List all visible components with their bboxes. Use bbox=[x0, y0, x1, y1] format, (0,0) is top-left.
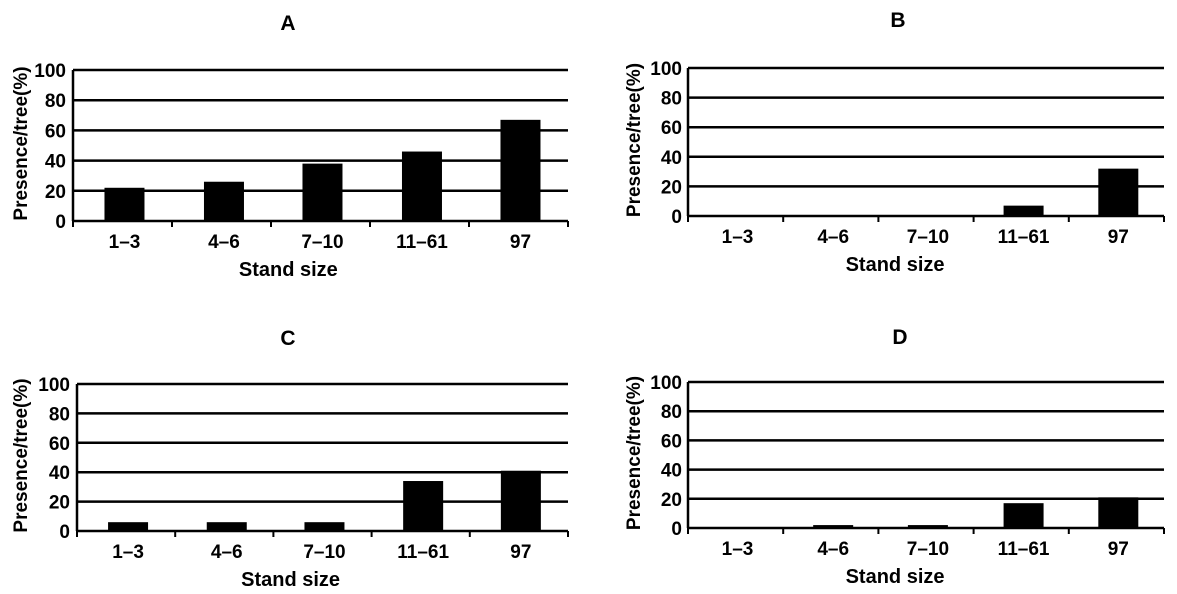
chart-a-x-tick-0: 1–3 bbox=[109, 232, 141, 253]
chart-c-bar-1 bbox=[206, 522, 247, 531]
chart-d-y-tick-100: 100 bbox=[650, 373, 682, 394]
chart-b-y-tick-40: 40 bbox=[661, 148, 682, 169]
chart-d-bar-4 bbox=[1098, 497, 1139, 528]
chart-d-bar-1 bbox=[813, 525, 854, 528]
chart-b-x-tick-4: 97 bbox=[1108, 227, 1129, 248]
chart-a-xlabel: Stand size bbox=[239, 259, 338, 281]
chart-a-ylabel: Presence/tree(%) bbox=[11, 66, 32, 220]
chart-b-y-tick-80: 80 bbox=[661, 89, 682, 110]
chart-d-y-tick-80: 80 bbox=[661, 402, 682, 423]
chart-d-x-tick-0: 1–3 bbox=[722, 539, 754, 560]
chart-a-y-tick-80: 80 bbox=[45, 91, 66, 112]
chart-a-title: A bbox=[280, 12, 295, 35]
chart-d-ylabel: Presence/tree(%) bbox=[624, 376, 645, 530]
chart-a-bar-3 bbox=[401, 151, 442, 221]
chart-c-xlabel: Stand size bbox=[241, 569, 340, 591]
chart-c-bar-3 bbox=[403, 481, 444, 531]
chart-b-bar-3 bbox=[1003, 205, 1044, 216]
chart-b-x-tick-1: 4–6 bbox=[817, 227, 849, 248]
chart-a-bar-0 bbox=[104, 187, 145, 221]
chart-c-bar-4 bbox=[500, 470, 541, 531]
chart-c-ylabel: Presence/tree(%) bbox=[11, 378, 32, 532]
chart-a-x-tick-2: 7–10 bbox=[301, 232, 343, 253]
chart-b-title: B bbox=[890, 9, 905, 32]
chart-a-bar-4 bbox=[500, 119, 541, 221]
chart-a-y-tick-0: 0 bbox=[55, 212, 66, 233]
chart-a-bar-2 bbox=[302, 163, 343, 221]
chart-c-bar-2 bbox=[304, 522, 345, 531]
chart-c-title: C bbox=[280, 327, 295, 350]
chart-d-bar-2 bbox=[907, 525, 948, 528]
chart-d-x-tick-4: 97 bbox=[1108, 539, 1129, 560]
chart-b-y-tick-100: 100 bbox=[650, 59, 682, 80]
chart-c-y-tick-100: 100 bbox=[38, 375, 70, 396]
chart-b-x-tick-2: 7–10 bbox=[907, 227, 949, 248]
chart-c-x-tick-0: 1–3 bbox=[112, 542, 144, 563]
chart-b-bar-4 bbox=[1098, 168, 1139, 216]
chart-a-x-tick-3: 11–61 bbox=[396, 232, 448, 253]
chart-b-y-tick-0: 0 bbox=[671, 207, 682, 228]
chart-b-x-tick-0: 1–3 bbox=[722, 227, 754, 248]
chart-d-y-tick-20: 20 bbox=[661, 490, 682, 511]
chart-a-y-tick-100: 100 bbox=[34, 61, 66, 82]
chart-b-ylabel: Presence/tree(%) bbox=[624, 63, 645, 217]
chart-c-y-tick-80: 80 bbox=[49, 404, 70, 425]
chart-d-x-tick-2: 7–10 bbox=[907, 539, 949, 560]
chart-c-y-tick-0: 0 bbox=[59, 522, 70, 543]
chart-a-x-tick-1: 4–6 bbox=[208, 232, 240, 253]
chart-b-y-tick-20: 20 bbox=[661, 177, 682, 198]
chart-c-bar-0 bbox=[108, 522, 149, 531]
chart-d-y-tick-60: 60 bbox=[661, 431, 682, 452]
chart-c-x-tick-4: 97 bbox=[510, 542, 531, 563]
chart-c-x-tick-3: 11–61 bbox=[397, 542, 449, 563]
chart-c-y-tick-20: 20 bbox=[49, 493, 70, 514]
chart-d-title: D bbox=[892, 326, 907, 349]
chart-d-x-tick-1: 4–6 bbox=[817, 539, 849, 560]
chart-c-y-tick-40: 40 bbox=[49, 463, 70, 484]
chart-d-xlabel: Stand size bbox=[846, 566, 945, 588]
chart-d-bar-3 bbox=[1003, 503, 1044, 528]
chart-c-x-tick-1: 4–6 bbox=[211, 542, 243, 563]
chart-d-y-tick-0: 0 bbox=[671, 519, 682, 540]
chart-a-bar-1 bbox=[203, 181, 244, 221]
chart-a-y-tick-60: 60 bbox=[45, 121, 66, 142]
chart-a-y-tick-40: 40 bbox=[45, 152, 66, 173]
chart-c-y-tick-60: 60 bbox=[49, 434, 70, 455]
chart-b-xlabel: Stand size bbox=[846, 254, 945, 276]
chart-d-x-tick-3: 11–61 bbox=[998, 539, 1050, 560]
chart-d-y-tick-40: 40 bbox=[661, 461, 682, 482]
chart-a-x-tick-4: 97 bbox=[510, 232, 531, 253]
chart-b-y-tick-60: 60 bbox=[661, 118, 682, 139]
chart-c-x-tick-2: 7–10 bbox=[303, 542, 345, 563]
chart-b-x-tick-3: 11–61 bbox=[998, 227, 1050, 248]
chart-a-y-tick-20: 20 bbox=[45, 182, 66, 203]
